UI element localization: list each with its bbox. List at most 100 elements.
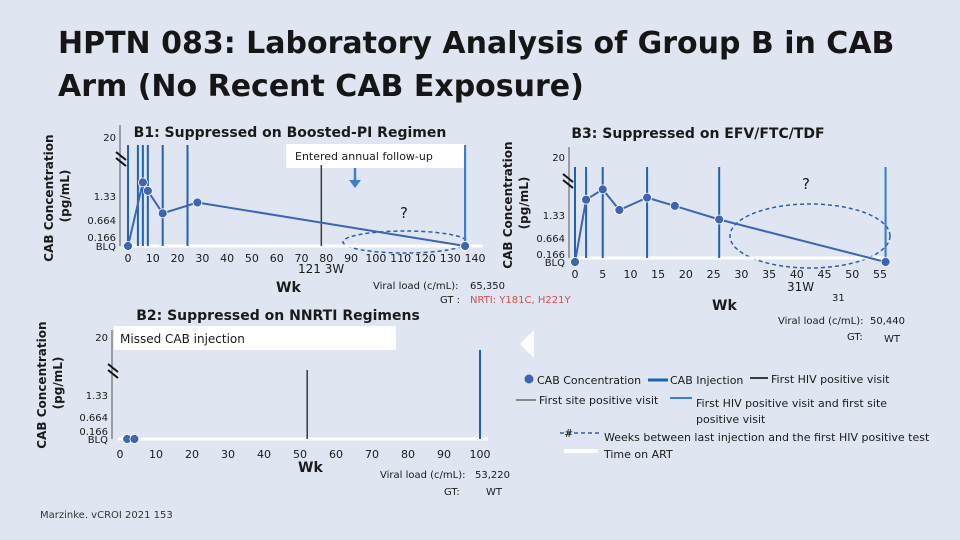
legend-first-hiv-site-label-1: First HIV positive visit and first site [696,397,887,410]
b2-note-arrow-head [520,330,534,358]
b1-x-tick-14: 140 [465,252,486,265]
b1-x-tick-7: 70 [295,252,309,265]
b1-x-tick-10: 100 [365,252,386,265]
b3-point-2 [597,184,608,195]
b2-x-tick-0: 0 [117,448,124,461]
b3-series-line-0 [574,188,886,263]
b3-point-4 [642,192,652,203]
legend-first-hiv-label: First HIV positive visit [771,373,890,386]
b1-ylabel-line2: (pg/mL) [58,170,72,223]
b2-note-box-bg [114,326,396,350]
b2-xlabel: Wk [298,460,323,476]
b3-point-3 [614,205,625,215]
b1-ylabel: CAB Concentration (pg/mL) [42,130,72,261]
b3-x-tick-10: 50 [845,268,859,281]
b2-x-tick-2: 20 [185,448,199,461]
legend-time-on-art-label: Time on ART [603,448,673,461]
b3-ylabel-line1: CAB Concentration [501,141,515,268]
b2-y-tick-1: 0.166 [79,427,108,438]
b1-question-mark: ? [400,204,408,222]
b1-point-0 [123,241,133,251]
b3-x-tick-6: 30 [734,268,748,281]
b1-x-tick-0: 0 [125,252,132,265]
b3-x-tick-3: 15 [651,268,665,281]
b3-gt-value: WT [884,334,901,345]
legend-injection-label: CAB Injection [670,374,743,387]
b1-point-4 [192,197,203,208]
b2-vl-value: 53,220 [475,470,510,481]
b3-x-tick-1: 5 [599,268,606,281]
b2-y-tick-0: BLQ [88,435,108,446]
chart-b3: B3: Suppressed on EFV/FTC/TDF CAB Concen… [501,126,905,345]
b1-y-tick-2: 0.664 [87,216,116,227]
b3-point-7 [880,257,891,267]
b1-ylabel-line1: CAB Concentration [42,134,56,261]
b1-axis-break-2 [115,157,127,167]
b3-ylabel-line2: (pg/mL) [517,177,531,230]
b3-axis-break-1 [562,173,574,183]
b1-note-arrow-head [349,180,361,188]
b3-question-mark: ? [802,175,810,193]
b2-axis-break-1 [107,363,119,373]
b3-x-tick-5: 25 [707,268,721,281]
b2-y-tick-4: 20 [95,333,108,344]
b3-vl-value: 50,440 [870,316,905,327]
b3-title: B3: Suppressed on EFV/FTC/TDF [571,126,824,142]
b3-ylabel: CAB Concentration (pg/mL) [501,137,531,268]
b1-x-tick-4: 40 [220,252,234,265]
legend-concentration-marker [524,374,534,384]
b1-xlabel: Wk [276,280,301,296]
b2-note-box: Missed CAB injection [114,326,396,350]
b1-title: B1: Suppressed on Boosted-PI Regimen [134,125,447,141]
b1-x-tick-6: 60 [270,252,284,265]
chart-b2: B2: Suppressed on NNRTI Regimens CAB Con… [35,308,534,498]
b2-x-tick-9: 90 [437,448,451,461]
legend-concentration-label: CAB Concentration [537,374,641,387]
b3-x-tick-4: 20 [679,268,693,281]
b2-ylabel-line2: (pg/mL) [51,357,65,410]
b3-gt-label: GT: [847,332,863,343]
b3-y-tick-3: 1.33 [543,211,565,222]
legend-first-hiv-site-label-2: positive visit [696,413,766,426]
legend-weeks-gap-label: Weeks between last injection and the fir… [604,431,930,444]
b3-gap-label: 31W [787,280,814,294]
b3-y-tick-4: 20 [552,153,565,164]
b3-x-tick-8: 40 [790,268,804,281]
b1-x-tick-13: 130 [440,252,461,265]
b1-y-tick-3: 1.33 [94,192,116,203]
b1-x-tick-5: 50 [245,252,259,265]
b2-gt-value: WT [486,487,503,498]
b1-vl-value: 65,350 [470,281,505,292]
b1-highlight-ellipse [342,230,468,254]
chart-b1: B1: Suppressed on Boosted-PI Regimen CAB… [42,125,571,306]
b3-x-tick-9: 45 [818,268,832,281]
b3-point-1 [581,194,591,205]
b2-x-tick-1: 10 [149,448,163,461]
b2-y-tick-3: 1.33 [86,391,108,402]
b1-gt-label: GT : [440,295,460,306]
b1-point-3 [157,208,168,219]
b3-x-tick-0: 0 [572,268,579,281]
b2-vl-label: Viral load (c/mL): [380,470,466,481]
b3-point-0 [570,257,580,267]
b1-y-tick-1: 0.166 [87,233,116,244]
b3-gap-number: 31 [832,293,845,304]
b2-x-tick-7: 70 [365,448,379,461]
b1-gt-value: NRTI: Y181C, H221Y [470,295,571,306]
b1-x-tick-9: 90 [344,252,358,265]
b3-point-5 [669,200,680,211]
b3-highlight-ellipse [729,203,891,269]
legend-first-site-label: First site positive visit [539,394,659,407]
b1-x-tick-1: 10 [146,252,160,265]
b1-y-tick-4: 20 [103,133,116,144]
b1-x-tick-11: 110 [390,252,411,265]
b2-point-1 [129,434,140,444]
b3-y-tick-0: BLQ [545,258,565,269]
legend-weeks-gap-symbol: # [564,427,573,440]
b2-x-tick-5: 50 [293,448,307,461]
